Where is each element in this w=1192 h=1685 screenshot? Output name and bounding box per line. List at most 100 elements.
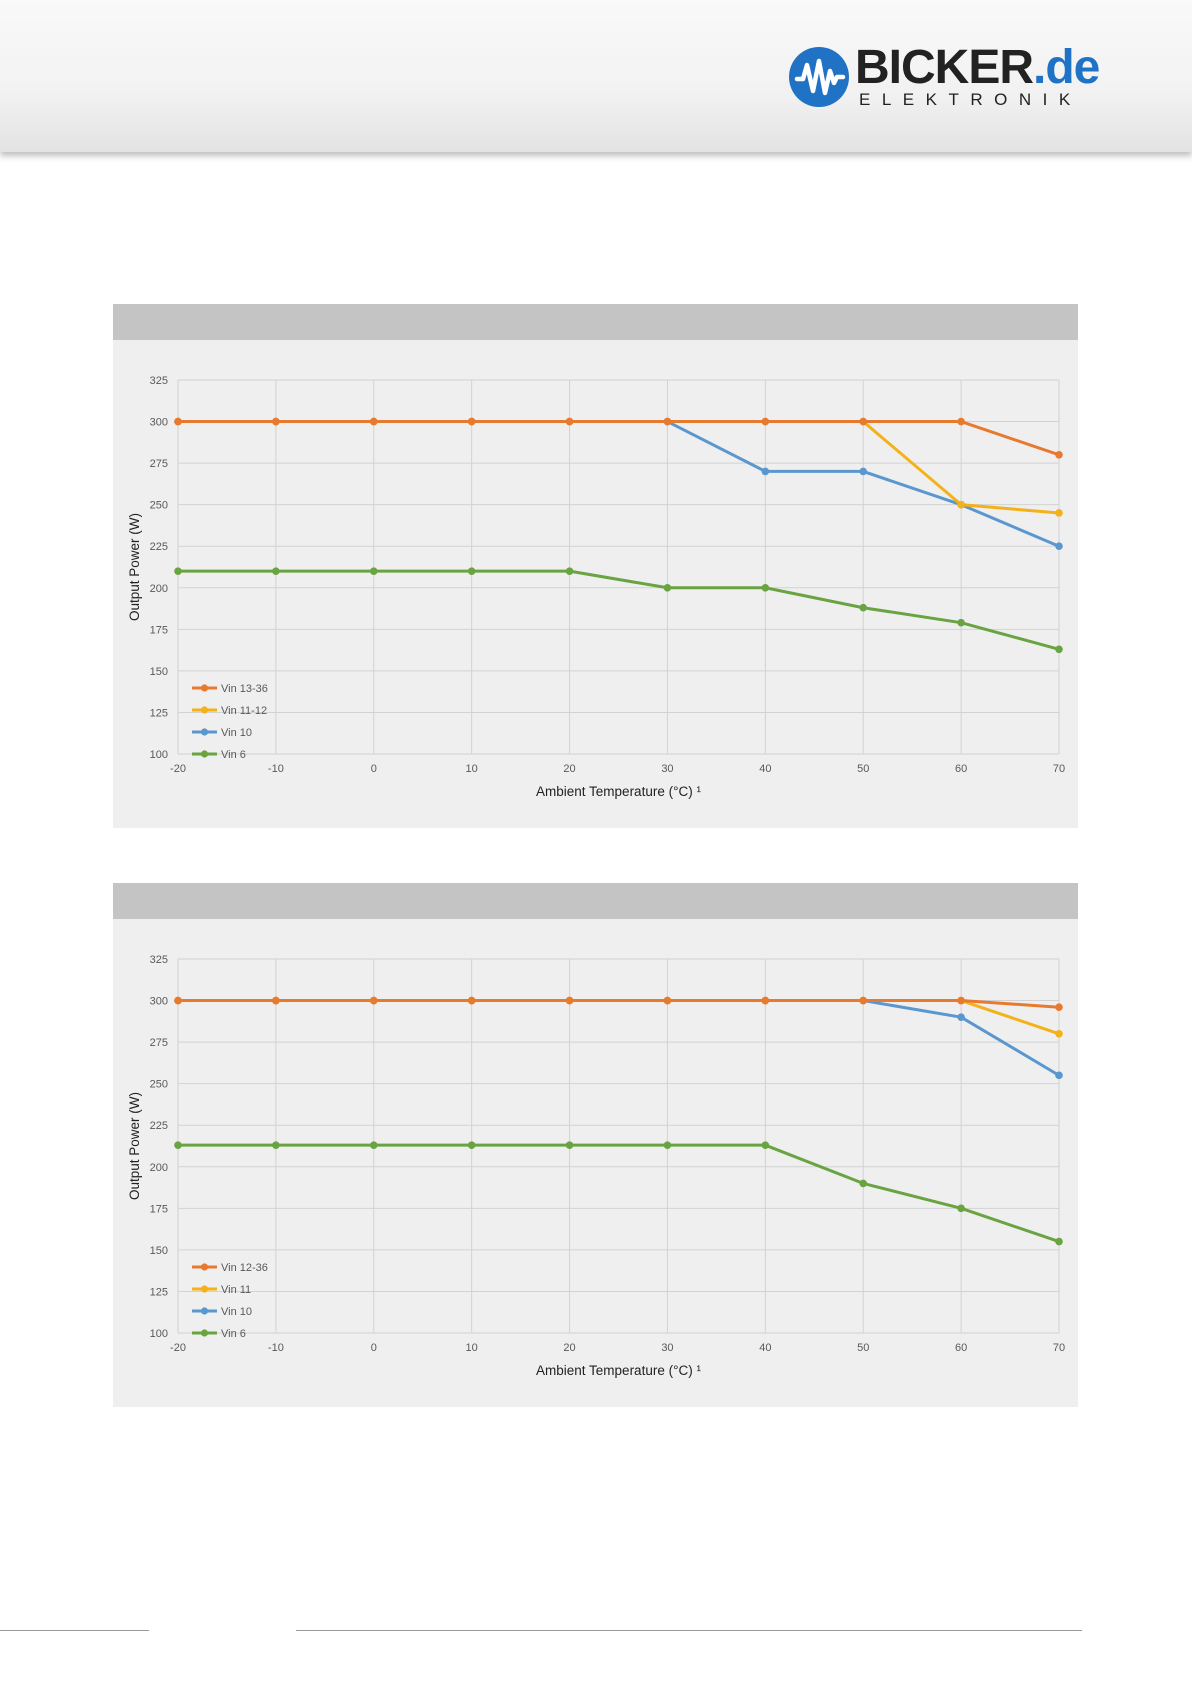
y-tick-label: 125 bbox=[150, 707, 168, 719]
data-point bbox=[1055, 1030, 1063, 1038]
data-point bbox=[565, 417, 574, 426]
x-tick-label: 50 bbox=[857, 763, 869, 775]
derating-chart-2: 100 125 150 175 200 225 250 275 300 325 -20 -10 0 10 2… bbox=[127, 954, 1065, 1378]
bicker-logo: BICKER.de ELEKTRONIK bbox=[789, 41, 1100, 114]
legend-label: Vin 13-36 bbox=[221, 683, 268, 695]
data-point bbox=[1055, 1071, 1063, 1080]
data-point bbox=[174, 417, 182, 426]
y-tick-label: 325 bbox=[150, 954, 168, 966]
data-point bbox=[663, 417, 672, 426]
data-point bbox=[957, 996, 965, 1005]
y-tick-label: 200 bbox=[150, 1162, 168, 1174]
chart-panel-2-header bbox=[113, 883, 1078, 919]
legend-label: Vin 11 bbox=[221, 1284, 251, 1296]
x-tick-label: 70 bbox=[1053, 1342, 1065, 1354]
legend-marker bbox=[200, 684, 209, 692]
data-point bbox=[174, 1141, 182, 1149]
data-point bbox=[663, 1141, 672, 1149]
data-point bbox=[1055, 1237, 1063, 1246]
data-point bbox=[369, 996, 378, 1005]
x-axis-label: Ambient Temperature (°C) ¹ bbox=[536, 1363, 701, 1378]
data-point bbox=[859, 1179, 868, 1188]
legend-marker bbox=[200, 750, 209, 758]
y-tick-label: 175 bbox=[150, 624, 168, 636]
y-tick-label: 200 bbox=[150, 583, 168, 595]
data-point bbox=[174, 996, 182, 1005]
y-tick-label: 100 bbox=[150, 749, 168, 761]
x-axis-label: Ambient Temperature (°C) ¹ bbox=[536, 784, 701, 799]
x-tick-label: 30 bbox=[661, 1342, 673, 1354]
data-point bbox=[761, 1141, 770, 1149]
legend-marker bbox=[200, 1307, 209, 1315]
y-tick-label: 225 bbox=[150, 1120, 168, 1132]
legend-label: Vin 11-12 bbox=[221, 705, 267, 717]
chart-panel-1: 100 125 150 175 200 225 250 275 300 325 -20 -10 0 10 2… bbox=[113, 304, 1078, 828]
y-tick-label: 275 bbox=[150, 458, 168, 470]
data-point bbox=[174, 567, 182, 575]
x-tick-label: -10 bbox=[268, 1342, 284, 1354]
legend-marker bbox=[200, 1263, 209, 1271]
data-point bbox=[369, 567, 378, 575]
series-line bbox=[178, 420, 1060, 457]
legend-marker bbox=[200, 1285, 209, 1293]
series-line bbox=[178, 1143, 1060, 1243]
footer-rule-right bbox=[296, 1630, 1082, 1631]
data-point bbox=[957, 417, 965, 426]
x-tick-label: 40 bbox=[759, 763, 771, 775]
legend-label: Vin 10 bbox=[221, 1306, 252, 1318]
data-point bbox=[565, 1141, 574, 1149]
x-tick-label: 0 bbox=[371, 763, 377, 775]
x-tick-label: 20 bbox=[563, 763, 575, 775]
footer-rule-left bbox=[0, 1630, 149, 1631]
data-point bbox=[369, 417, 378, 426]
y-tick-label: 325 bbox=[150, 375, 168, 387]
y-tick-label: 300 bbox=[150, 417, 168, 429]
data-point bbox=[761, 417, 770, 426]
y-tick-label: 125 bbox=[150, 1286, 168, 1298]
series-line bbox=[178, 999, 1060, 1077]
data-point bbox=[663, 583, 672, 592]
y-axis-label: Output Power (W) bbox=[127, 513, 142, 621]
legend-label: Vin 12-36 bbox=[221, 1262, 268, 1274]
legend-label: Vin 6 bbox=[221, 749, 246, 761]
chart-panel-1-header bbox=[113, 304, 1078, 340]
y-tick-label: 250 bbox=[150, 500, 168, 512]
series-line bbox=[178, 999, 1060, 1009]
series-line bbox=[178, 420, 1060, 515]
x-tick-label: 40 bbox=[759, 1342, 771, 1354]
legend-label: Vin 10 bbox=[221, 727, 252, 739]
y-axis-label: Output Power (W) bbox=[127, 1092, 142, 1200]
series-line bbox=[178, 569, 1060, 651]
data-point bbox=[761, 467, 770, 476]
data-point bbox=[1055, 1003, 1063, 1012]
data-point bbox=[272, 567, 280, 575]
data-point bbox=[467, 1141, 476, 1149]
x-tick-label: -20 bbox=[170, 1342, 186, 1354]
data-point bbox=[1055, 451, 1063, 459]
y-tick-label: 150 bbox=[150, 1245, 168, 1257]
page-header: BICKER.de ELEKTRONIK bbox=[0, 0, 1192, 152]
x-tick-label: 10 bbox=[466, 763, 478, 775]
legend-label: Vin 6 bbox=[221, 1328, 246, 1340]
logo-wordmark: BICKER.de bbox=[855, 41, 1100, 94]
data-point bbox=[663, 996, 672, 1005]
y-tick-label: 275 bbox=[150, 1037, 168, 1049]
x-tick-label: 70 bbox=[1053, 763, 1065, 775]
y-tick-label: 100 bbox=[150, 1328, 168, 1340]
data-point bbox=[859, 467, 868, 476]
data-point bbox=[369, 1141, 378, 1149]
data-point bbox=[761, 583, 770, 592]
data-point bbox=[1055, 509, 1063, 517]
data-point bbox=[272, 996, 280, 1005]
x-tick-label: 30 bbox=[661, 763, 673, 775]
x-tick-label: -20 bbox=[170, 763, 186, 775]
chart-panel-2: 100 125 150 175 200 225 250 275 300 325 -20 -10 0 10 2… bbox=[113, 883, 1078, 1407]
series-line bbox=[178, 999, 1060, 1036]
y-tick-label: 300 bbox=[150, 996, 168, 1008]
data-point bbox=[957, 618, 965, 627]
x-tick-label: 20 bbox=[563, 1342, 575, 1354]
data-point bbox=[761, 996, 770, 1005]
data-point bbox=[1055, 645, 1063, 654]
series-line bbox=[178, 420, 1060, 548]
data-point bbox=[859, 996, 868, 1005]
